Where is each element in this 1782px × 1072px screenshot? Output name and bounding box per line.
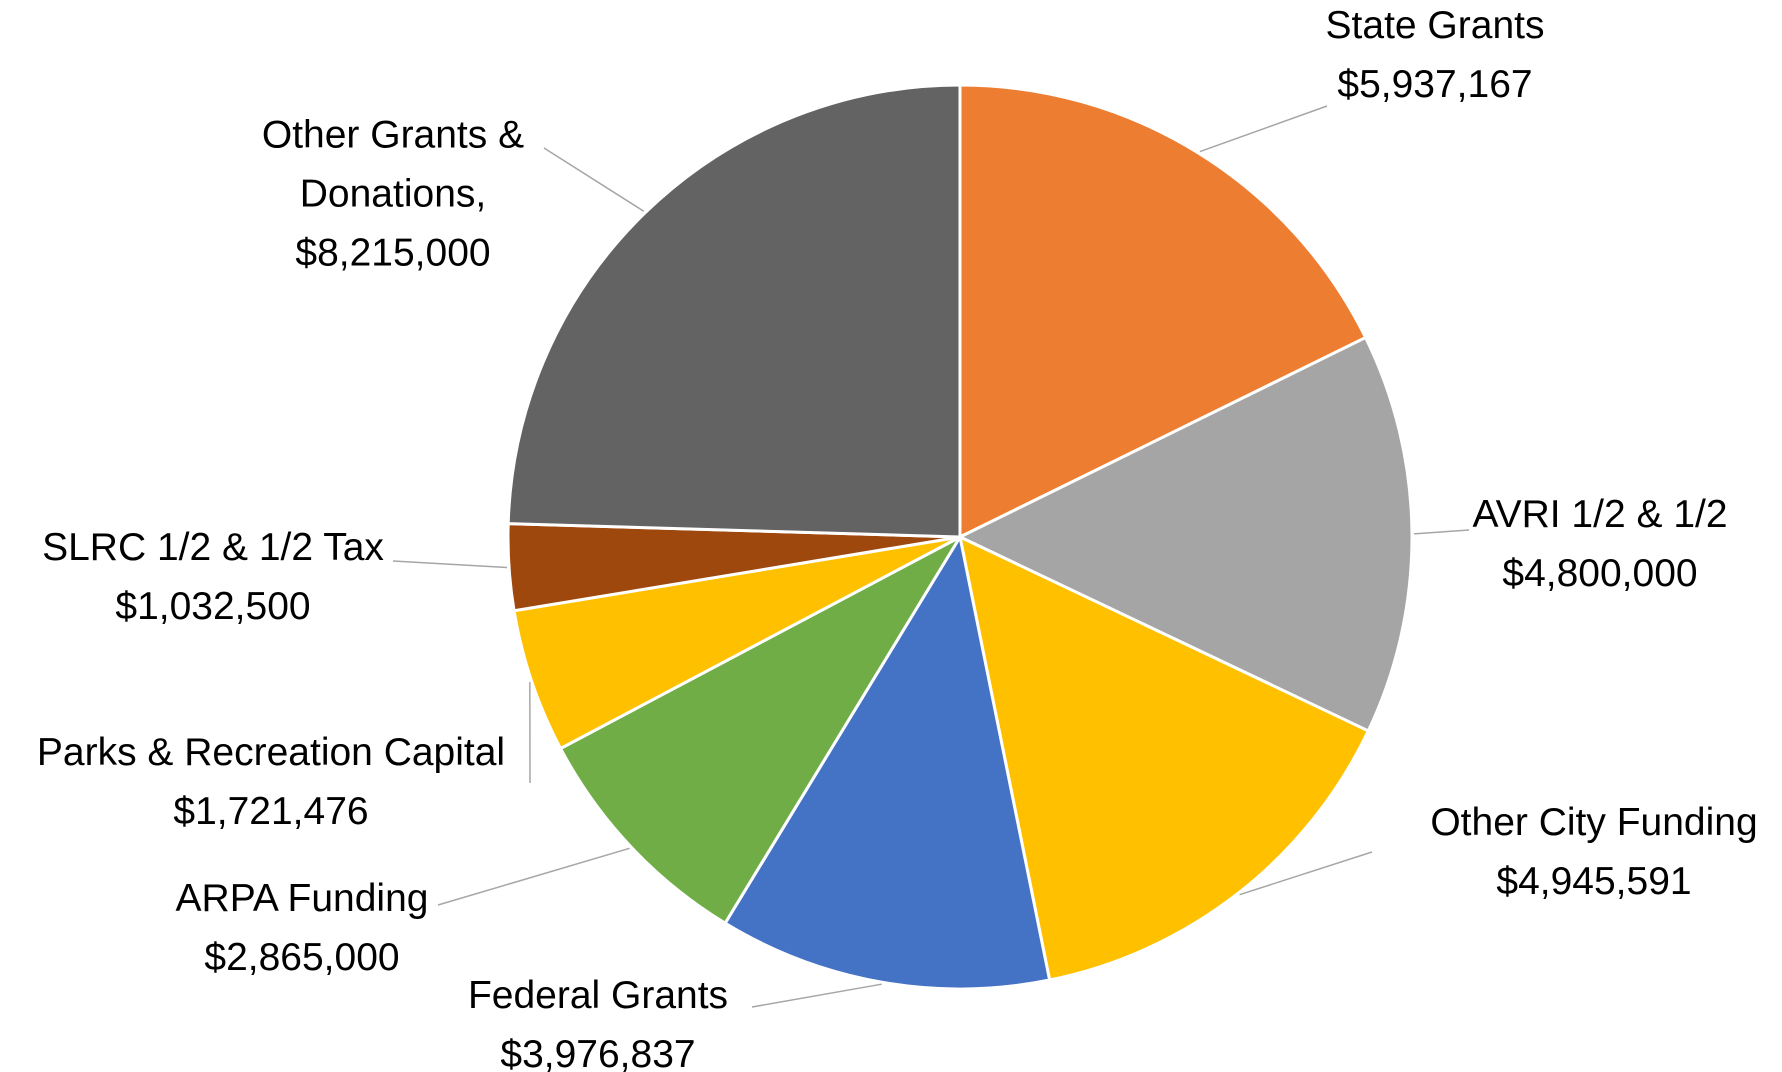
leader-line xyxy=(1239,851,1373,896)
data-label: AVRI 1/2 & 1/2 $4,800,000 xyxy=(1472,485,1727,603)
category-label: Other Grants & Donations, xyxy=(261,113,525,216)
value-label: $5,937,167 xyxy=(1337,63,1533,106)
category-label: SLRC 1/2 & 1/2 Tax xyxy=(42,526,384,569)
value-label: $1,032,500 xyxy=(115,585,311,628)
data-label: Parks & Recreation Capital $1,721,476 xyxy=(37,723,505,841)
data-label: State Grants $5,937,167 xyxy=(1326,0,1545,114)
value-label: $4,945,591 xyxy=(1496,860,1692,903)
leader-line xyxy=(392,560,508,569)
pie-slice xyxy=(512,535,961,751)
category-label: Federal Grants xyxy=(467,974,729,1017)
value-label: $4,800,000 xyxy=(1502,552,1698,595)
data-label: ARPA Funding $2,865,000 xyxy=(176,869,429,987)
category-label: State Grants xyxy=(1325,4,1545,47)
value-label: $1,721,476 xyxy=(173,790,369,833)
data-label: Federal Grants $3,976,837 xyxy=(468,966,728,1072)
category-label: ARPA Funding xyxy=(175,877,429,920)
leader-line xyxy=(1199,105,1328,153)
data-label: Other Grants & Donations, $8,215,000 xyxy=(228,106,558,283)
pie-slice xyxy=(956,335,1414,733)
pie-slice xyxy=(723,532,1052,991)
pie-slice xyxy=(506,83,962,539)
leader-line xyxy=(751,983,882,1008)
leader-line xyxy=(437,847,630,906)
pie-slice xyxy=(958,83,1368,540)
category-label: AVRI 1/2 & 1/2 xyxy=(1472,493,1728,536)
pie-slice xyxy=(957,534,1371,982)
value-label: $2,865,000 xyxy=(204,936,400,979)
leader-line xyxy=(1413,529,1470,535)
data-label: SLRC 1/2 & 1/2 Tax $1,032,500 xyxy=(42,518,384,636)
category-label: Other City Funding xyxy=(1430,801,1758,844)
value-label: $8,215,000 xyxy=(295,231,491,275)
category-label: Parks & Recreation Capital xyxy=(36,731,506,774)
pie-slice xyxy=(558,533,965,926)
value-label: $3,976,837 xyxy=(500,1033,696,1072)
data-label: Other City Funding $4,945,591 xyxy=(1430,793,1757,911)
leader-line xyxy=(543,147,645,212)
